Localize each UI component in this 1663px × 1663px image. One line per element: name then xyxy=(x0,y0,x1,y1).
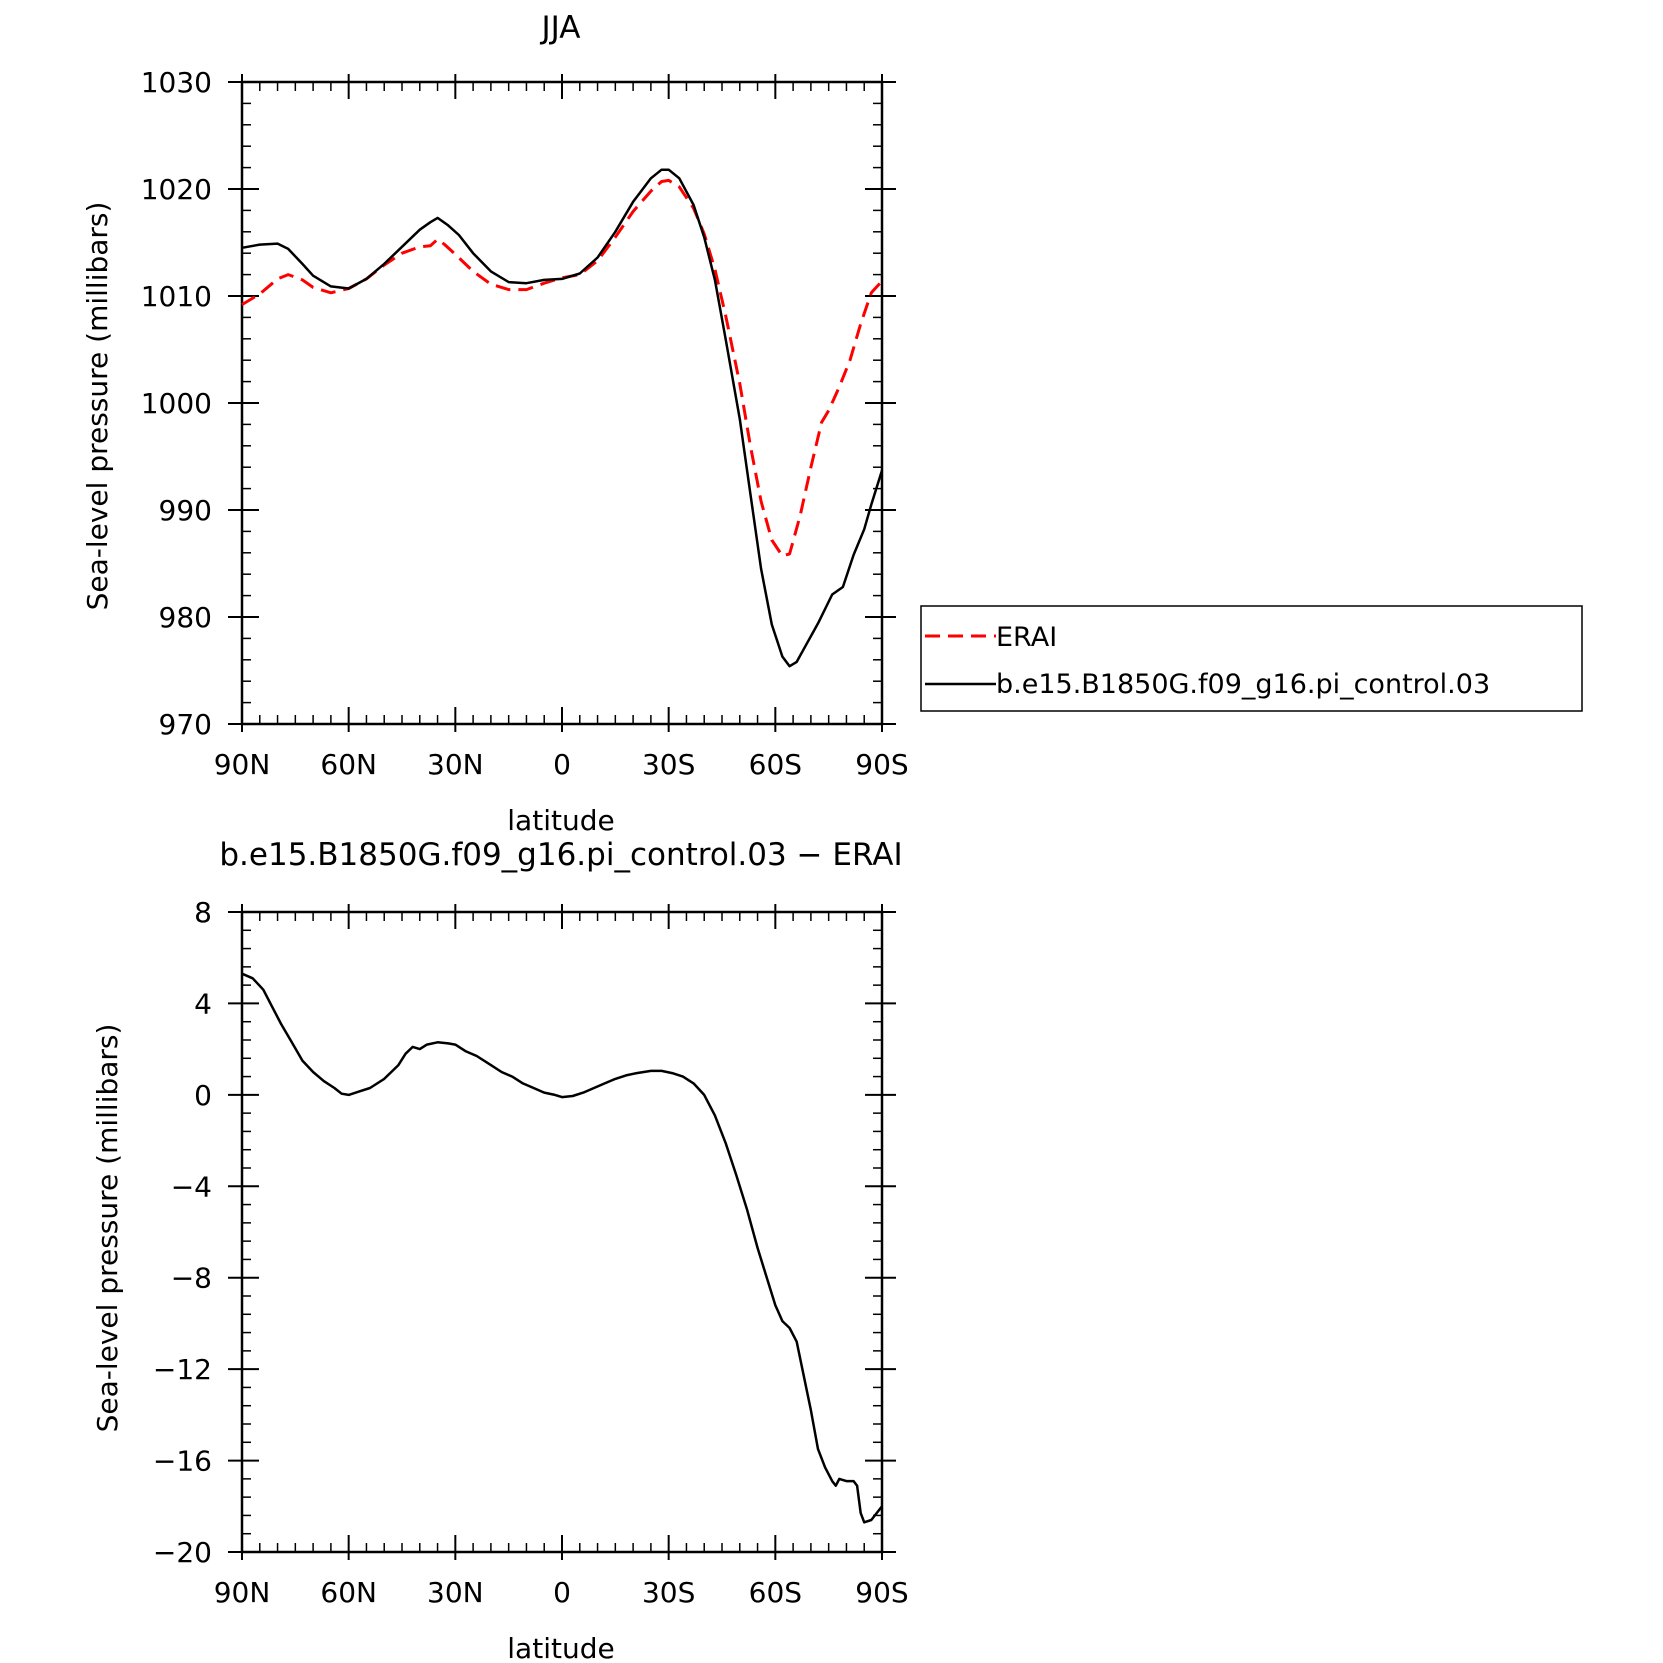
legend-box xyxy=(920,605,1583,712)
bottom-plot-area: 90N 60N 30N 0 30S 60S 90S −20 −16 −12 −8 −4 0 4 8 xyxy=(153,896,909,1609)
bottom-y-tick-label: 4 xyxy=(194,987,212,1020)
bottom-panel: b.e15.B1850G.f09_g16.pi_control.03 − ERA… xyxy=(91,837,909,1663)
bottom-y-tick-label: −20 xyxy=(153,1536,212,1569)
bottom-x-tick-label: 30N xyxy=(427,1576,484,1609)
top-y-tick-label: 990 xyxy=(159,494,212,527)
top-frame xyxy=(240,80,884,726)
top-y-tick-label: 1030 xyxy=(141,66,212,99)
bottom-x-tick-label: 90S xyxy=(855,1576,908,1609)
top-y-tick-label: 980 xyxy=(159,601,212,634)
top-x-tick-label: 60N xyxy=(320,748,377,781)
legend-label-erai: ERAI xyxy=(996,622,1057,653)
top-y-axis-label: Sea-level pressure (millibars) xyxy=(81,202,114,611)
bottom-x-tick-label: 60N xyxy=(320,1576,377,1609)
bottom-y-tick-label: −4 xyxy=(171,1170,212,1203)
top-y-tick-label: 1010 xyxy=(141,280,212,313)
bottom-x-tick-label: 60S xyxy=(749,1576,802,1609)
bottom-y-axis-label: Sea-level pressure (millibars) xyxy=(91,1024,124,1433)
top-x-tick-label: 90N xyxy=(214,748,271,781)
top-panel-title: JJA xyxy=(540,10,581,46)
bottom-x-tick-label: 30S xyxy=(642,1576,695,1609)
top-x-tick-label: 60S xyxy=(749,748,802,781)
bottom-y-tick-label: −12 xyxy=(153,1353,212,1386)
top-x-tick-label: 30S xyxy=(642,748,695,781)
bottom-y-tick-label: 0 xyxy=(194,1079,212,1112)
bottom-y-tick-label: 8 xyxy=(194,896,212,929)
top-y-tick-label: 970 xyxy=(159,708,212,741)
bottom-panel-title: b.e15.B1850G.f09_g16.pi_control.03 − ERA… xyxy=(219,837,902,873)
bottom-y-tick-label: −16 xyxy=(153,1445,212,1478)
top-series-line-0 xyxy=(241,178,884,558)
top-y-tick-label: 1000 xyxy=(141,387,212,420)
top-panel: JJA 90N 60N 30N 0 30S 60S 90S 970 980 990 1000 1010… xyxy=(81,10,1583,837)
top-x-axis-label: latitude xyxy=(507,804,614,837)
top-series-line-1 xyxy=(241,168,884,668)
legend: ERAI b.e15.B1850G.f09_g16.pi_control.03 xyxy=(920,605,1583,712)
bottom-y-tick-label: −8 xyxy=(171,1262,212,1295)
top-plot-area: 90N 60N 30N 0 30S 60S 90S 970 980 990 1000 1010 1020… xyxy=(141,66,909,781)
top-x-tick-label: 30N xyxy=(427,748,484,781)
bottom-frame xyxy=(240,910,884,1554)
top-y-tick-label: 1020 xyxy=(141,173,212,206)
top-x-tick-label: 90S xyxy=(855,748,908,781)
top-x-tick-label: 0 xyxy=(553,748,571,781)
bottom-x-axis-label: latitude xyxy=(507,1632,614,1663)
bottom-x-tick-label: 90N xyxy=(214,1576,271,1609)
bottom-series-line-0 xyxy=(241,972,883,1524)
legend-label-model: b.e15.B1850G.f09_g16.pi_control.03 xyxy=(996,669,1490,700)
bottom-x-tick-label: 0 xyxy=(553,1576,571,1609)
